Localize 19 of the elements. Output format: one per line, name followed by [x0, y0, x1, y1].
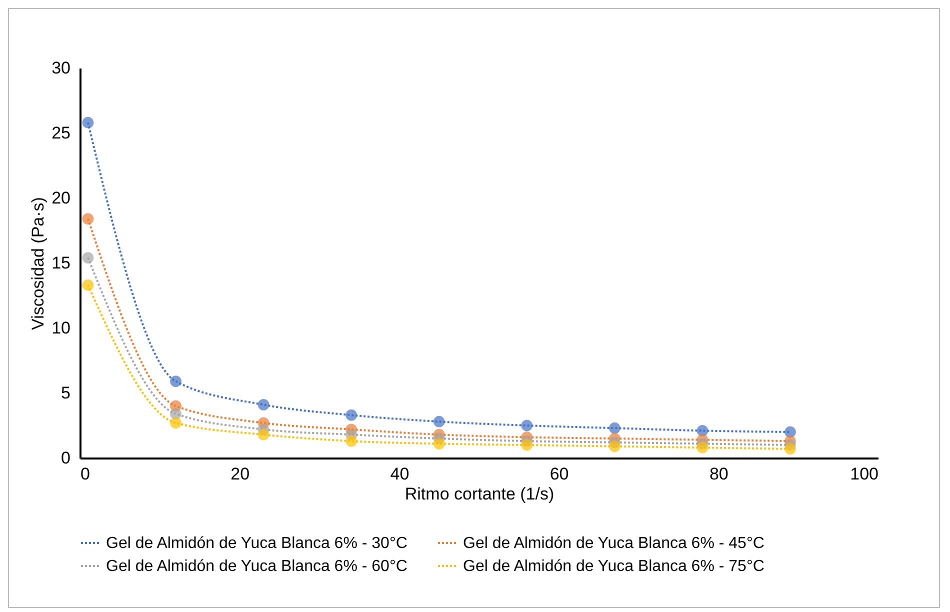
- x-tick-label: 0: [80, 464, 90, 484]
- y-tick-label: 5: [61, 384, 70, 402]
- x-tick-label: 20: [230, 464, 250, 484]
- x-axis-title: Ritmo cortante (1/s): [404, 484, 554, 504]
- y-tick-label: 10: [52, 318, 70, 338]
- legend-label: Gel de Almidón de Yuca Blanca 6% - 60°C: [106, 558, 408, 575]
- legend-label: Gel de Almidón de Yuca Blanca 6% - 75°C: [463, 558, 764, 575]
- y-tick-label: 15: [52, 254, 70, 272]
- legend-label: Gel de Almidón de Yuca Blanca 6% - 45°C: [463, 535, 764, 552]
- y-tick-label: 20: [52, 188, 70, 208]
- y-tick-label: 0: [61, 448, 70, 468]
- x-tick-label: 60: [550, 464, 569, 484]
- legend-label: Gel de Almidón de Yuca Blanca 6% - 30°C: [106, 535, 408, 552]
- x-tick-label: 80: [709, 464, 728, 484]
- y-tick-label: 25: [52, 124, 70, 142]
- x-tick-label: 100: [850, 464, 878, 484]
- y-axis-title: Viscosidad (Pa·s): [28, 197, 48, 330]
- x-tick-label: 40: [390, 464, 410, 484]
- y-tick-label: 30: [52, 58, 70, 78]
